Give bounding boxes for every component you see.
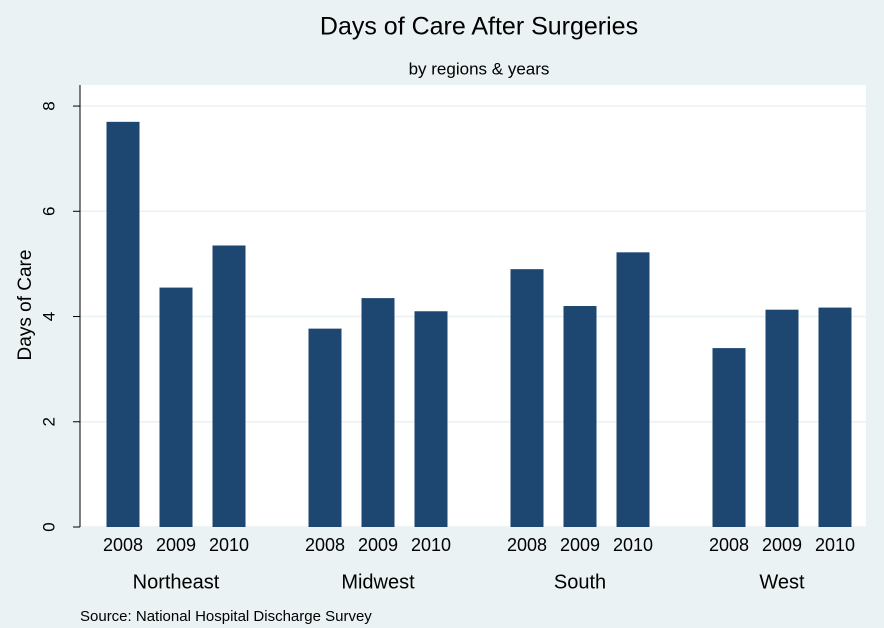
x-tick-label: 2009 xyxy=(560,535,600,555)
x-tick-label: 2009 xyxy=(762,535,802,555)
x-tick-label: 2010 xyxy=(411,535,451,555)
bar xyxy=(510,269,544,527)
chart-subtitle: by regions & years xyxy=(409,59,550,78)
chart-title: Days of Care After Surgeries xyxy=(320,13,638,41)
bar xyxy=(712,348,746,527)
x-tick-label: 2010 xyxy=(209,535,249,555)
y-tick-label: 4 xyxy=(39,312,58,321)
group-label: West xyxy=(759,571,805,593)
group-label: Midwest xyxy=(341,571,415,593)
bar xyxy=(414,311,448,527)
bar xyxy=(159,287,193,527)
bar xyxy=(616,252,650,528)
x-tick-label: 2009 xyxy=(358,535,398,555)
bar xyxy=(106,121,140,527)
plot-area xyxy=(80,85,866,527)
group-label: South xyxy=(554,571,606,593)
x-tick-label: 2008 xyxy=(507,535,547,555)
x-tick-label: 2008 xyxy=(709,535,749,555)
bar xyxy=(563,306,597,527)
y-tick-label: 0 xyxy=(39,522,58,531)
x-tick-label: 2008 xyxy=(305,535,345,555)
y-tick-label: 8 xyxy=(39,101,58,110)
bar xyxy=(212,245,246,527)
bar xyxy=(818,307,852,527)
y-tick-label: 6 xyxy=(39,207,58,216)
y-axis-title: Days of Care xyxy=(15,250,36,361)
note: Source: National Hospital Discharge Surv… xyxy=(80,608,372,625)
bar xyxy=(361,298,395,527)
x-tick-label: 2010 xyxy=(613,535,653,555)
y-tick-label: 2 xyxy=(39,417,58,426)
x-tick-label: 2009 xyxy=(156,535,196,555)
x-tick-label: 2008 xyxy=(103,535,143,555)
bar xyxy=(308,328,342,527)
x-tick-label: 2010 xyxy=(815,535,855,555)
bar xyxy=(765,309,799,527)
group-label: Northeast xyxy=(133,571,220,593)
